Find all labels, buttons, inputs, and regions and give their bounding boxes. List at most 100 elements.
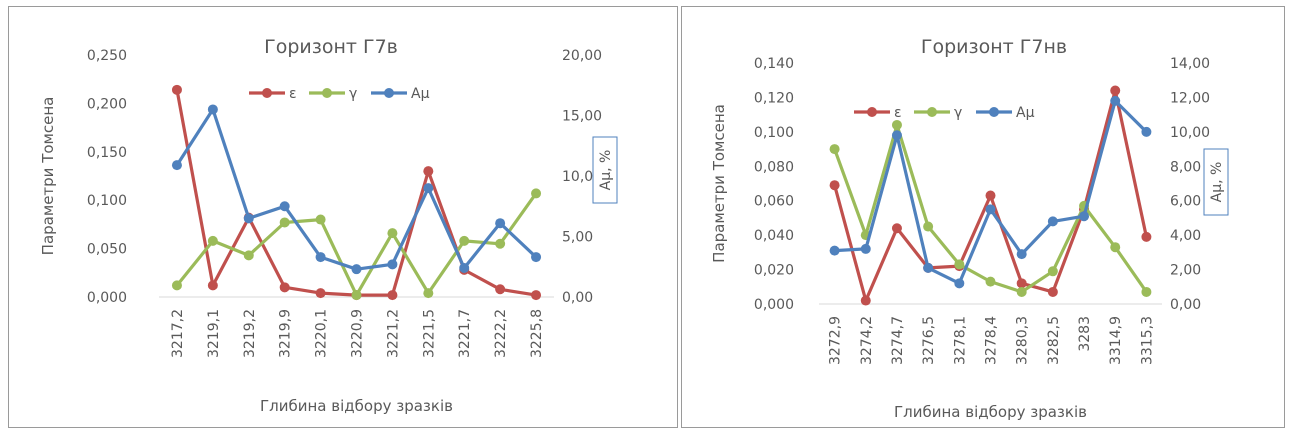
y2-tick-label: 5,00 [562,230,593,246]
data-point-gamma [207,235,218,246]
data-point-gamma [1141,286,1152,297]
legend-entry-amu: Аμ [976,105,1035,121]
data-point-amu [279,201,290,212]
y-axis-label: Параметри Томсена [710,104,728,263]
data-point-epsilon [985,190,996,201]
data-point-epsilon [1110,85,1121,96]
data-point-amu [1047,216,1058,227]
legend-label: ε [289,86,297,102]
data-point-gamma [459,235,470,246]
y-tick-label: 0,060 [754,194,794,210]
x-tick-label: 3282,5 [1046,316,1062,365]
legend-marker [989,107,999,117]
data-point-gamma [985,276,996,287]
data-point-gamma [531,188,542,199]
legend-label: Аμ [1016,105,1035,121]
data-point-amu [1016,249,1027,260]
data-point-gamma [495,238,506,249]
x-tick-label: 3280,3 [1015,316,1031,365]
y2-tick-label: 8,00 [1170,159,1201,175]
data-point-gamma [1110,242,1121,253]
y-tick-label: 0,000 [87,290,127,306]
y2-tick-label: 6,00 [1170,194,1201,210]
data-point-gamma [891,119,902,130]
y-tick-label: 0,080 [754,159,794,175]
chart-panel-left: Горизонт Г7в 0,000 0,050 0,100 0,150 0,200 0,2… [8,6,678,428]
data-point-gamma [387,228,398,239]
data-point-gamma [1047,266,1058,277]
legend-entry-gamma: γ [914,105,962,121]
x-tick-label: 3220,9 [350,309,366,358]
x-tick-label: 3274,7 [890,316,906,365]
data-point-gamma [829,144,840,155]
y2-tick-label: 10,00 [562,169,602,185]
data-point-epsilon [1047,286,1058,297]
y-tick-label: 0,140 [754,56,794,72]
series-line-amu [175,107,538,271]
legend-marker [927,107,937,117]
y-tick-label: 0,120 [754,90,794,106]
x-axis-label: Глибина відбору зразків [260,397,453,415]
legend-marker [384,88,394,98]
data-point-gamma [315,214,326,225]
data-point-gamma [171,280,182,291]
y2-label-box [1203,148,1229,216]
data-point-epsilon [829,180,840,191]
y-tick-label: 0,100 [754,125,794,141]
x-tick-label: 3221,2 [385,309,401,358]
x-tick-label: 3276,5 [921,316,937,365]
data-point-amu [243,213,254,224]
y-tick-label: 0,020 [754,263,794,279]
data-point-gamma [1016,286,1027,297]
y2-tick-label: 0,00 [562,290,593,306]
data-point-amu [860,243,871,254]
x-tick-label: 3221,7 [457,309,473,358]
legend-entry-gamma: γ [309,86,357,102]
data-point-amu [531,252,542,263]
legend-label: Аμ [411,86,430,102]
x-tick-label: 3220,1 [314,309,330,358]
x-tick-label: 3278,1 [952,316,968,365]
data-point-amu [829,245,840,256]
data-point-amu [459,262,470,273]
data-point-amu [923,262,934,273]
data-point-epsilon [891,223,902,234]
y2-axis-label: Аμ, % [1209,162,1225,203]
data-point-gamma [243,250,254,261]
data-point-gamma [351,290,362,301]
data-point-epsilon [387,290,398,301]
y-tick-label: 0,250 [87,48,127,64]
chart-title: Горизонт Г7в [264,36,398,58]
x-axis-label: Глибина відбору зразків [894,403,1087,421]
data-point-epsilon [423,166,434,177]
chart-panel-right: Горизонт Г7нв 0,000 0,020 0,040 0,060 0,080 0,… [681,6,1285,428]
data-point-epsilon [1141,231,1152,242]
data-point-amu [985,204,996,215]
x-tick-label: 3219,2 [242,309,258,358]
x-tick-label: 3217,2 [170,309,186,358]
y-axis-label: Параметри Томсена [39,97,57,256]
data-point-gamma [423,288,434,299]
data-point-amu [1079,211,1090,222]
x-tick-label: 3283 [1077,316,1093,352]
x-tick-label: 3315,3 [1139,316,1155,365]
y-tick-label: 0,200 [87,96,127,112]
data-point-epsilon [860,295,871,306]
data-point-amu [423,183,434,194]
y2-tick-label: 2,00 [1170,263,1201,279]
x-tick-label: 3272,9 [828,316,844,365]
legend-entry-amu: Аμ [371,86,430,102]
y-tick-label: 0,000 [754,297,794,313]
chart-g7nv: Горизонт Г7нв 0,000 0,020 0,040 0,060 0,080 0,… [710,36,1229,421]
x-tick-label: 3225,8 [529,309,545,358]
y2-tick-label: 20,00 [562,48,602,64]
data-point-amu [207,104,218,115]
data-point-epsilon [315,288,326,299]
legend-marker [867,107,877,117]
legend-label: γ [349,86,357,102]
x-tick-label: 3274,2 [859,316,875,365]
data-point-epsilon [495,284,506,295]
data-point-amu [1141,126,1152,137]
x-tick-label: 3219,9 [278,309,294,358]
